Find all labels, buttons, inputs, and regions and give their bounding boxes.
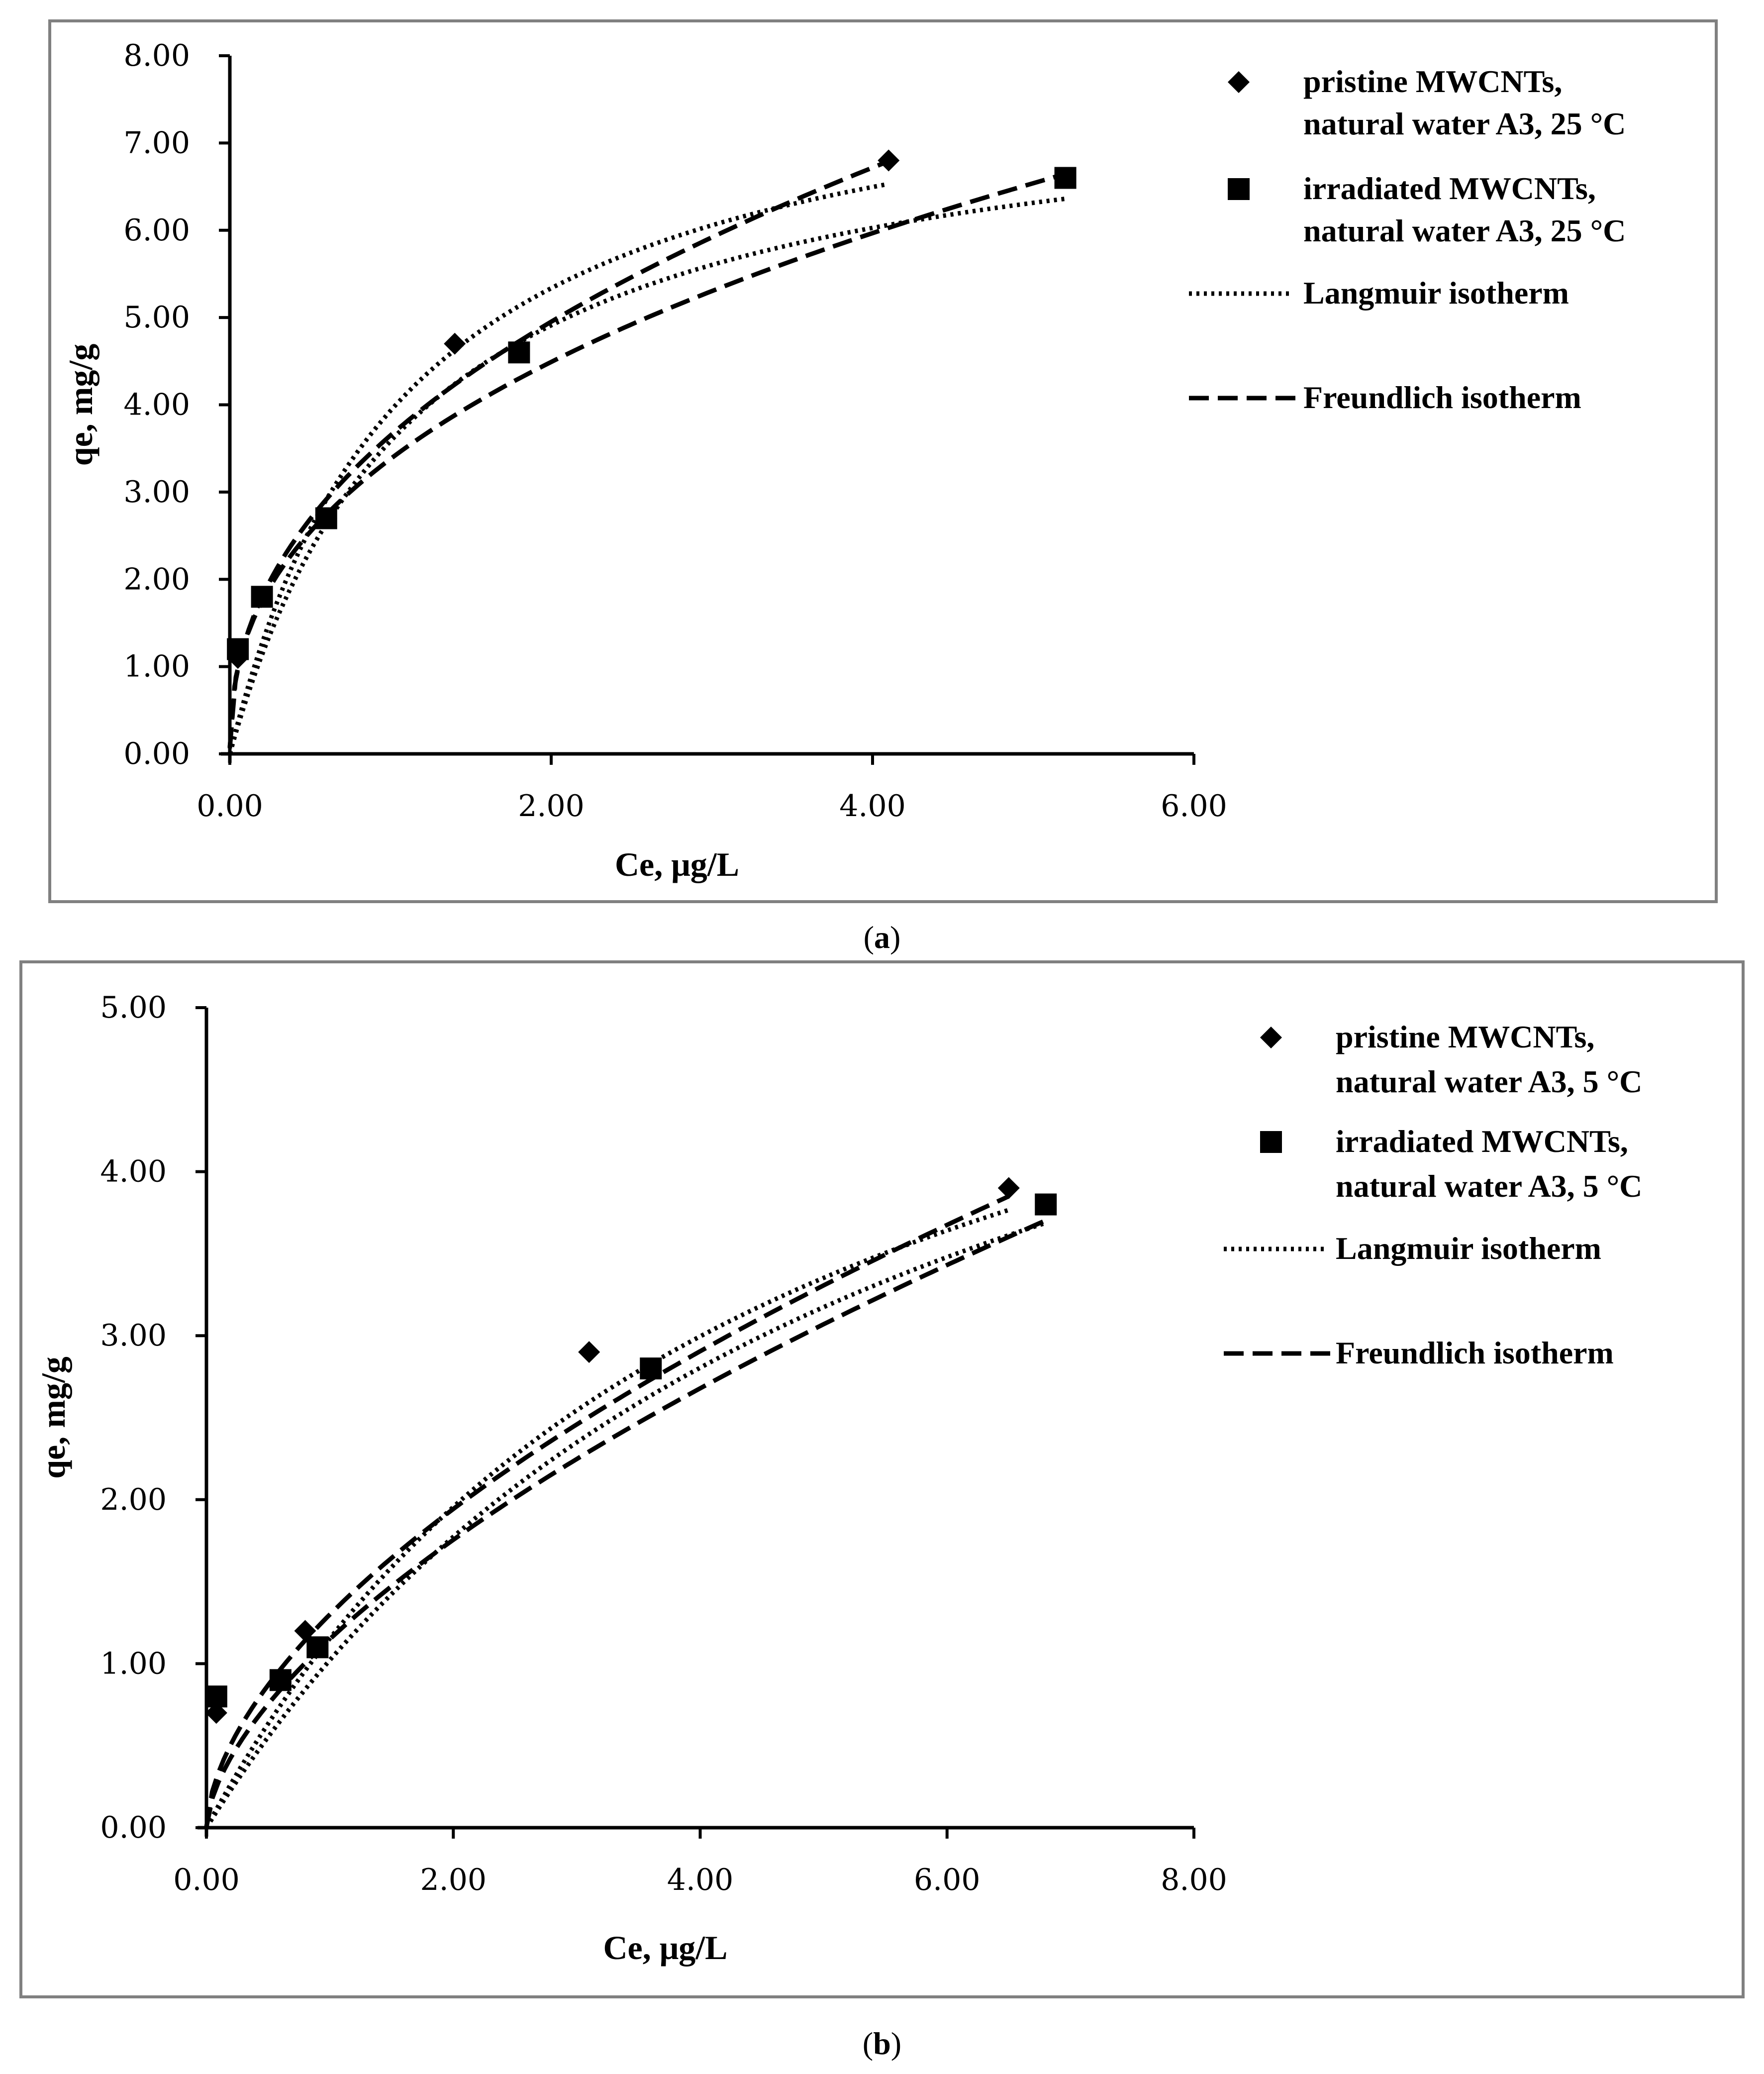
- pristine-data-point: [578, 1341, 600, 1363]
- y-tick-label: 1.00: [100, 1646, 167, 1681]
- caption-b-letter: b: [873, 2026, 891, 2061]
- irradiated-data-point: [205, 1685, 227, 1708]
- pristine-data-point: [444, 332, 466, 355]
- legend-freundlich-label: Freundlich isotherm: [1336, 1335, 1614, 1370]
- panel-b-border: [19, 960, 1745, 1998]
- legend-diamond-icon: [1228, 71, 1250, 93]
- y-tick-label: 2.00: [100, 1482, 167, 1517]
- y-tick-label: 3.00: [123, 475, 190, 510]
- caption-b: (b): [863, 2026, 901, 2061]
- y-axis-label: qe, mg/g: [34, 1356, 72, 1479]
- y-tick-label: 0.00: [100, 1810, 167, 1845]
- x-tick-label: 4.00: [667, 1863, 734, 1897]
- irradiated-data-point: [251, 586, 273, 608]
- legend-diamond-icon: [1260, 1027, 1282, 1048]
- x-tick-label: 6.00: [1161, 789, 1227, 824]
- legend-series-2-line-1: irradiated MWCNTs,: [1303, 171, 1596, 206]
- y-tick-label: 5.00: [100, 990, 167, 1025]
- irradiated-data-point: [640, 1357, 662, 1380]
- panel-b: 0.00 1.00 2.00 3.00 4.00 5.00 0.00 2.00 4.00 6.00…: [19, 960, 1745, 1998]
- freundlich-fit-curve: [227, 172, 1066, 747]
- langmuir-fit-curve: [227, 197, 1066, 755]
- caption-a: (a): [864, 920, 901, 955]
- irradiated-data-point: [1054, 167, 1077, 189]
- y-tick-label: 0.00: [123, 736, 190, 771]
- y-axis-label: qe, mg/g: [62, 344, 99, 466]
- x-tick-label: 2.00: [420, 1863, 487, 1897]
- legend-series-1-line-1: pristine MWCNTs,: [1303, 64, 1562, 99]
- langmuir-fit-curve: [204, 1221, 1047, 1829]
- x-tick-label: 6.00: [914, 1863, 980, 1897]
- irradiated-data-point: [227, 638, 249, 660]
- legend-series-1-line-2: natural water A3, 5 °C: [1336, 1064, 1642, 1099]
- freundlich-fit-curve: [204, 1218, 1047, 1828]
- irradiated-data-point: [1035, 1193, 1057, 1216]
- x-tick-label: 2.00: [518, 789, 585, 824]
- y-tick-label: 2.00: [123, 562, 190, 597]
- y-tick-label: 3.00: [100, 1318, 167, 1353]
- legend-langmuir-label: Langmuir isotherm: [1303, 275, 1569, 311]
- langmuir-fit-curve: [204, 1208, 1010, 1829]
- plot-b-area: 0.00 1.00 2.00 3.00 4.00 5.00 0.00 2.00 4.00 6.00…: [34, 990, 1227, 1967]
- y-tick-label: 4.00: [100, 1154, 167, 1189]
- legend-series-2-line-2: natural water A3, 5 °C: [1336, 1168, 1642, 1204]
- x-axis-label: Ce, μg/L: [603, 1929, 727, 1967]
- legend-series-2-line-1: irradiated MWCNTs,: [1336, 1124, 1628, 1159]
- langmuir-fit-curve: [227, 182, 889, 755]
- x-tick-label: 4.00: [839, 789, 906, 824]
- freundlich-fit-curve: [204, 1194, 1010, 1827]
- legend-square-icon: [1260, 1131, 1282, 1153]
- panel-a-border: [48, 19, 1718, 903]
- x-tick-label: 8.00: [1161, 1863, 1227, 1897]
- irradiated-data-point: [315, 507, 337, 529]
- legend-square-icon: [1228, 178, 1250, 200]
- legend-series-1-line-1: pristine MWCNTs,: [1336, 1019, 1594, 1054]
- legend-langmuir-label: Langmuir isotherm: [1336, 1231, 1601, 1266]
- y-tick-label: 7.00: [123, 125, 190, 160]
- caption-a-letter: a: [874, 920, 890, 955]
- irradiated-data-point: [306, 1636, 329, 1659]
- y-tick-label: 4.00: [123, 388, 190, 422]
- legend-series-2-line-2: natural water A3, 25 °C: [1303, 213, 1626, 248]
- pristine-data-point: [878, 149, 900, 172]
- x-tick-label: 0.00: [196, 789, 263, 824]
- plot-a-area: 0.00 1.00 2.00 3.00 4.00 5.00 6.00 7.00 8.00 0.00…: [62, 38, 1227, 883]
- y-tick-label: 5.00: [123, 300, 190, 335]
- y-tick-label: 1.00: [123, 649, 190, 684]
- legend-series-1-line-2: natural water A3, 25 °C: [1303, 106, 1626, 141]
- x-axis-label: Ce, μg/L: [615, 845, 739, 883]
- irradiated-data-point: [269, 1669, 292, 1691]
- legend-freundlich-label: Freundlich isotherm: [1303, 380, 1581, 415]
- panel-a: 0.00 1.00 2.00 3.00 4.00 5.00 6.00 7.00 8.00 0.00…: [48, 19, 1718, 903]
- irradiated-data-point: [508, 341, 530, 364]
- legend-b: pristine MWCNTs, natural water A3, 5 °C ir…: [1224, 1019, 1642, 1370]
- y-tick-label: 8.00: [123, 38, 190, 73]
- y-tick-label: 6.00: [123, 213, 190, 248]
- pristine-data-point: [997, 1177, 1020, 1199]
- legend-a: pristine MWCNTs, natural water A3, 25 °C i…: [1189, 64, 1626, 415]
- freundlich-fit-curve: [227, 159, 889, 749]
- x-tick-label: 0.00: [173, 1863, 240, 1897]
